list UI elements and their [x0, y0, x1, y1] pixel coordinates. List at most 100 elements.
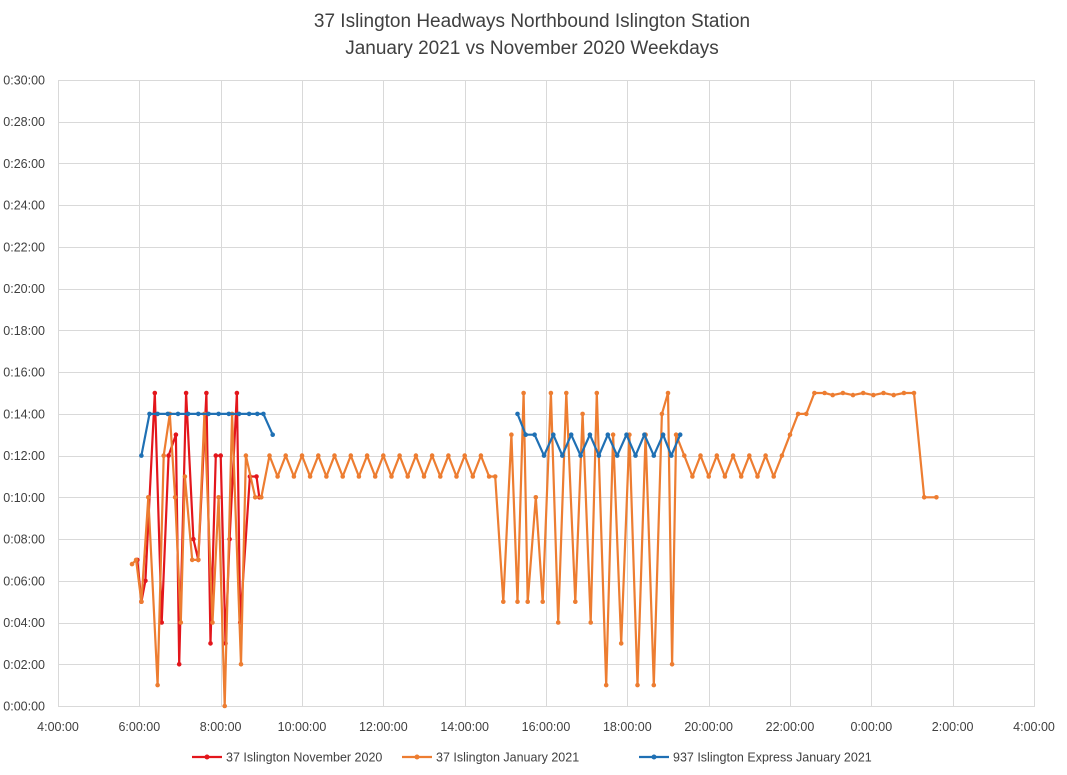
- data-point: [259, 495, 264, 500]
- data-point: [804, 411, 809, 417]
- data-point: [515, 411, 520, 417]
- data-point: [891, 392, 896, 398]
- legend-item: 937 Islington Express January 2021: [639, 751, 872, 765]
- data-point: [934, 495, 939, 500]
- data-point: [901, 390, 907, 396]
- data-point: [635, 682, 640, 688]
- data-point: [340, 474, 346, 479]
- x-tick-label: 10:00:00: [278, 720, 327, 734]
- data-point: [850, 392, 856, 398]
- data-point: [166, 453, 171, 458]
- series-jan-2021: [129, 390, 939, 709]
- data-point: [682, 453, 687, 458]
- y-tick-label: 0:12:00: [3, 449, 45, 463]
- data-point: [690, 474, 695, 479]
- data-point: [840, 390, 846, 396]
- data-point: [603, 682, 609, 688]
- data-point: [501, 599, 506, 604]
- data-point: [147, 411, 152, 417]
- y-tick-label: 0:06:00: [3, 574, 45, 588]
- data-point: [210, 620, 215, 625]
- data-point: [152, 390, 158, 396]
- data-point: [254, 474, 259, 479]
- data-point: [698, 453, 703, 458]
- x-axis-tick-labels: 4:00:00 6:00:00 8:00:00 10:00:00 12:00:00 14:…: [37, 720, 1055, 734]
- data-point: [822, 390, 827, 396]
- data-point: [252, 495, 258, 500]
- data-point: [143, 578, 148, 584]
- data-point: [470, 474, 476, 479]
- data-point: [594, 390, 600, 396]
- series-express-jan-2021: [139, 411, 683, 458]
- data-point: [881, 390, 886, 396]
- data-point: [722, 474, 728, 479]
- data-point: [573, 599, 578, 604]
- data-point: [246, 411, 252, 417]
- data-point: [478, 453, 484, 458]
- data-point: [176, 662, 182, 667]
- data-point: [238, 662, 244, 667]
- data-point: [364, 453, 370, 458]
- y-tick-label: 0:28:00: [3, 115, 45, 129]
- plot-area-border: [58, 80, 1035, 707]
- data-point: [486, 474, 492, 479]
- data-point: [283, 453, 289, 458]
- y-tick-label: 0:20:00: [3, 282, 45, 296]
- data-point: [706, 474, 711, 479]
- legend-item: 37 Islington January 2021: [402, 751, 579, 765]
- data-point: [540, 599, 545, 604]
- data-point: [588, 620, 593, 625]
- data-point: [196, 411, 201, 417]
- data-point: [178, 620, 184, 625]
- data-point: [226, 411, 232, 417]
- data-point: [462, 453, 468, 458]
- data-point: [381, 453, 386, 458]
- data-point: [356, 474, 362, 479]
- data-point: [651, 682, 657, 688]
- y-tick-label: 0:10:00: [3, 491, 45, 505]
- data-point: [532, 432, 537, 438]
- data-point: [830, 392, 835, 398]
- data-point: [429, 453, 435, 458]
- data-point: [533, 495, 539, 500]
- data-point: [568, 432, 574, 438]
- data-point: [659, 411, 665, 417]
- x-tick-label: 18:00:00: [603, 720, 652, 734]
- data-point: [172, 495, 178, 500]
- data-point: [673, 432, 679, 438]
- data-point: [665, 390, 671, 396]
- y-tick-label: 0:22:00: [3, 240, 45, 254]
- x-tick-label: 4:00:00: [1013, 720, 1055, 734]
- legend: 37 Islington November 2020 37 Islington J…: [192, 751, 872, 765]
- data-point: [316, 453, 321, 458]
- data-point: [580, 411, 585, 417]
- data-point: [389, 474, 394, 479]
- data-point: [763, 453, 768, 458]
- legend-label: 937 Islington Express January 2021: [673, 751, 872, 765]
- data-point: [372, 474, 378, 479]
- chart-title-line-1: 37 Islington Headways Northbound Islingt…: [314, 11, 750, 32]
- data-point: [779, 453, 785, 458]
- y-tick-label: 0:24:00: [3, 199, 45, 213]
- data-point: [261, 411, 266, 417]
- data-point: [521, 390, 526, 396]
- data-point: [216, 495, 221, 500]
- legend-label: 37 Islington November 2020: [226, 751, 382, 765]
- data-point: [787, 432, 793, 438]
- data-point: [405, 474, 411, 479]
- data-point: [348, 453, 354, 458]
- y-tick-label: 0:02:00: [3, 658, 45, 672]
- data-point: [196, 557, 201, 563]
- data-point: [161, 453, 166, 458]
- data-point: [159, 620, 164, 625]
- data-point: [730, 453, 736, 458]
- data-point: [755, 474, 760, 479]
- data-point: [605, 432, 611, 438]
- y-tick-label: 0:14:00: [3, 407, 45, 421]
- data-point: [860, 390, 866, 396]
- x-tick-label: 14:00:00: [440, 720, 489, 734]
- data-point: [254, 411, 260, 417]
- data-point: [642, 432, 647, 438]
- x-tick-label: 22:00:00: [766, 720, 815, 734]
- data-point: [446, 453, 451, 458]
